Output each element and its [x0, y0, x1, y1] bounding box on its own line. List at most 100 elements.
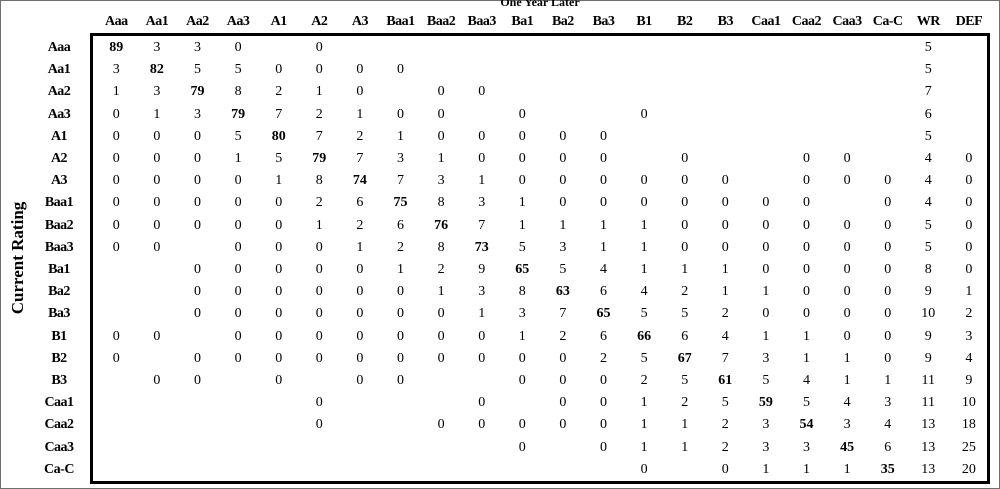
- row-header: Ca-C: [44, 461, 74, 477]
- matrix-cell: 0: [153, 217, 161, 233]
- row-header: Ba3: [48, 306, 70, 322]
- matrix-cell: 1: [518, 195, 526, 211]
- matrix-cell: 0: [396, 306, 404, 322]
- matrix-cell: 1: [762, 461, 770, 477]
- matrix-cell: 0: [640, 173, 648, 189]
- matrix-cell: 0: [599, 173, 607, 189]
- matrix-cell: 0: [802, 262, 810, 277]
- matrix-cell: 8: [234, 84, 242, 100]
- matrix-cell: 1: [437, 284, 445, 300]
- matrix-cell: 0: [599, 439, 607, 455]
- matrix-cell: 9: [924, 350, 932, 366]
- matrix-cell: 5: [518, 239, 526, 255]
- matrix-cell: 0: [762, 195, 770, 211]
- matrix-cell: 0: [721, 217, 729, 233]
- matrix-cell: 5: [234, 62, 242, 78]
- column-header: A3: [351, 14, 369, 29]
- row-axis-title: Current Rating: [8, 201, 27, 315]
- diagonal-cell: 59: [758, 395, 773, 411]
- matrix-cell: 1: [681, 417, 689, 433]
- matrix-cell: 7: [721, 350, 729, 366]
- matrix-cell: 3: [193, 106, 201, 122]
- matrix-cell: 0: [965, 195, 973, 211]
- matrix-cell: 5: [193, 62, 201, 78]
- matrix-cell: 0: [193, 195, 201, 211]
- matrix-cell: 0: [478, 417, 486, 433]
- matrix-cell: 0: [599, 417, 607, 433]
- column-axis-title: One Year Later: [500, 0, 580, 9]
- matrix-cell: 1: [681, 262, 689, 277]
- diagonal-cell: 82: [149, 62, 164, 78]
- row-header: A1: [50, 128, 68, 144]
- matrix-cell: 0: [437, 306, 445, 322]
- matrix-cell: 0: [356, 284, 364, 300]
- matrix-cell: 8: [518, 284, 526, 300]
- matrix-cell: 7: [478, 217, 486, 233]
- matrix-cell: 4: [843, 395, 851, 411]
- column-header: B3: [717, 14, 734, 29]
- diagonal-cell: 80: [271, 128, 286, 144]
- matrix-cell: 0: [681, 195, 689, 211]
- matrix-cell: 1: [640, 262, 648, 277]
- matrix-cell: 3: [843, 417, 851, 433]
- matrix-cell: 25: [961, 439, 976, 455]
- matrix-cell: 0: [356, 62, 364, 78]
- matrix-cell: 6: [924, 106, 932, 122]
- matrix-cell: 1: [640, 439, 648, 455]
- matrix-cell: 13: [921, 461, 936, 477]
- matrix-cell: 5: [924, 217, 932, 233]
- matrix-cell: 0: [193, 128, 201, 144]
- matrix-cell: 1: [356, 239, 364, 255]
- matrix-cell: 0: [437, 350, 445, 366]
- matrix-cell: 0: [193, 151, 201, 166]
- diagonal-cell: 35: [880, 461, 895, 477]
- diagonal-cell: 54: [799, 417, 814, 433]
- diagonal-cell: 79: [312, 151, 327, 166]
- matrix-cell: 0: [721, 239, 729, 255]
- matrix-cell: 2: [275, 84, 283, 100]
- matrix-cell: 3: [478, 195, 486, 211]
- matrix-cell: 0: [356, 84, 364, 100]
- matrix-cell: 0: [112, 106, 120, 122]
- matrix-cell: 4: [884, 417, 892, 433]
- matrix-cell: 8: [924, 262, 932, 277]
- column-header: Aaa: [104, 14, 128, 29]
- matrix-cell: 0: [315, 328, 323, 344]
- matrix-cell: 0: [762, 217, 770, 233]
- matrix-cell: 4: [599, 262, 607, 277]
- matrix-cell: 0: [315, 262, 323, 277]
- matrix-cell: 5: [275, 151, 283, 166]
- matrix-cell: 4: [965, 350, 973, 366]
- matrix-cell: 0: [396, 350, 404, 366]
- matrix-cell: 3: [153, 40, 161, 55]
- matrix-cell: 0: [884, 350, 892, 366]
- matrix-cell: 0: [884, 239, 892, 255]
- row-header: Caa3: [44, 439, 74, 455]
- matrix-cell: 9: [478, 262, 486, 277]
- matrix-cell: 1: [153, 106, 161, 122]
- row-header: Aa2: [47, 84, 71, 100]
- row-header: Baa2: [44, 217, 74, 233]
- matrix-cell: 0: [437, 417, 445, 433]
- matrix-cell: 1: [762, 284, 770, 300]
- matrix-cell: 0: [437, 106, 445, 122]
- matrix-cell: 0: [478, 84, 486, 100]
- matrix-cell: 0: [315, 395, 323, 411]
- matrix-cell: 1: [275, 173, 283, 189]
- matrix-cell: 0: [315, 417, 323, 433]
- column-header: B1: [636, 14, 652, 29]
- diagonal-cell: 63: [555, 284, 570, 300]
- row-header: B1: [51, 328, 67, 344]
- matrix-cell: 0: [640, 195, 648, 211]
- matrix-cell: 0: [234, 217, 242, 233]
- matrix-cell: 1: [965, 284, 973, 300]
- matrix-cell: 1: [843, 373, 851, 388]
- matrix-cell: 0: [802, 217, 810, 233]
- matrix-cell: 6: [356, 195, 364, 211]
- matrix-cell: 0: [275, 350, 283, 366]
- matrix-cell: 10: [921, 306, 936, 322]
- matrix-cell: 1: [518, 217, 526, 233]
- matrix-cell: 3: [762, 439, 770, 455]
- matrix-cell: 0: [843, 328, 851, 344]
- matrix-cell: 4: [721, 328, 729, 344]
